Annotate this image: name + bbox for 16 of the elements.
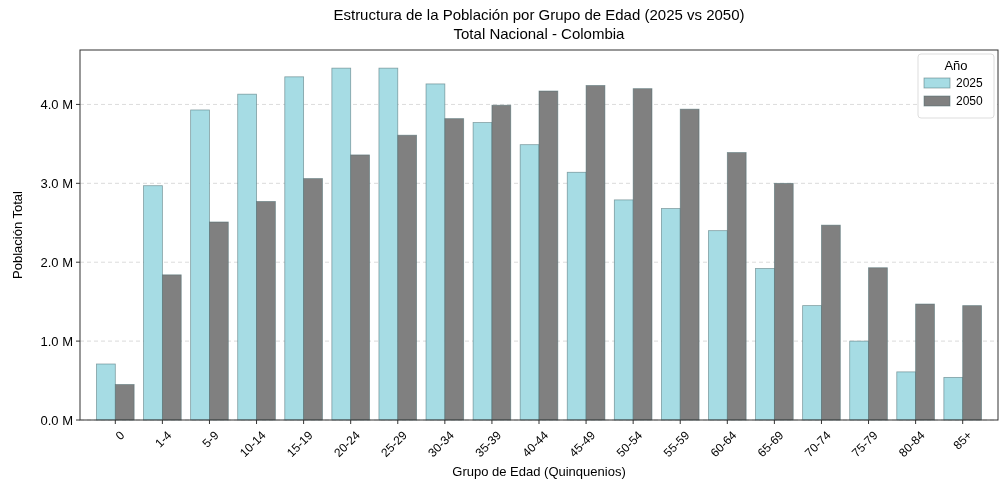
y-axis-title: Población Total (10, 190, 25, 279)
chart-subtitle: Total Nacional - Colombia (453, 25, 626, 42)
y-tick-label: 0.0 M (40, 412, 73, 428)
x-tick-label: 1-4 (152, 427, 175, 451)
y-tick-label: 2.0 M (40, 254, 73, 270)
x-tick-label: 5-9 (199, 427, 222, 451)
y-tick-label: 3.0 M (40, 175, 73, 191)
x-tick-label: 0 (112, 427, 128, 443)
legend-title: Año (944, 58, 968, 73)
x-axis-title: Grupo de Edad (Quinquenios) (452, 464, 626, 479)
y-tick-label: 1.0 M (40, 333, 73, 349)
y-tick-label: 4.0 M (40, 96, 73, 112)
legend-label: 2050 (956, 94, 984, 109)
x-tick-label: 85+ (950, 428, 975, 453)
chart-title: Estructura de la Población por Grupo de Edad (2025 vs 2050) (333, 6, 745, 23)
legend-label: 2025 (956, 76, 984, 91)
